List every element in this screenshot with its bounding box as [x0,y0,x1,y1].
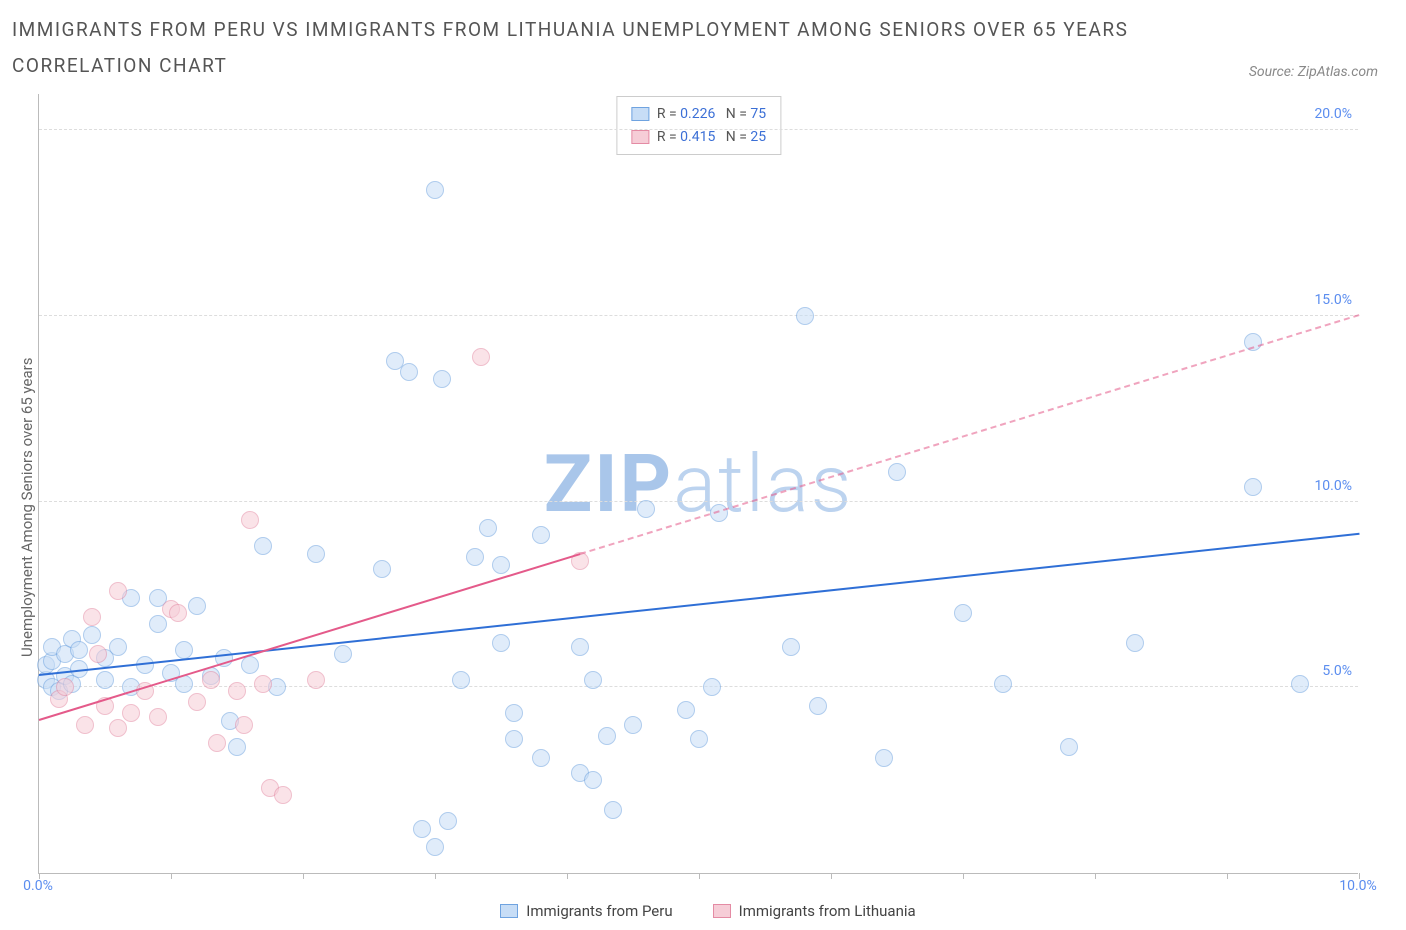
x-tick-label: 0.0% [23,878,53,894]
data-point-lithuania [307,671,325,689]
data-point-lithuania [202,671,220,689]
data-point-lithuania [89,645,107,663]
data-point-peru [175,641,193,659]
data-point-peru [624,716,642,734]
data-point-peru [637,500,655,518]
x-axis-labels: 0.0%10.0% [38,874,1358,896]
data-point-peru [505,704,523,722]
data-point-lithuania [56,678,74,696]
data-point-peru [307,545,325,563]
data-point-lithuania [208,734,226,752]
data-point-peru [1060,738,1078,756]
gridline [39,501,1358,502]
data-point-peru [373,560,391,578]
data-point-lithuania [76,716,94,734]
legend-stat-peru: R = 0.226 N = 75 [631,103,766,125]
gridline [39,129,1358,130]
data-point-peru [70,641,88,659]
data-point-lithuania [109,582,127,600]
trend-line-lithuania [580,314,1359,555]
data-point-peru [334,645,352,663]
data-point-peru [888,463,906,481]
legend-item-lithuania: Immigrants from Lithuania [713,902,916,920]
chart-container: Unemployment Among Seniors over 65 years… [12,94,1378,920]
data-point-peru [149,615,167,633]
data-point-lithuania [122,704,140,722]
data-point-peru [426,838,444,856]
data-point-lithuania [235,716,253,734]
data-point-lithuania [254,675,272,693]
data-point-peru [400,363,418,381]
data-point-peru [228,738,246,756]
data-point-peru [532,749,550,767]
data-point-peru [479,519,497,537]
data-point-peru [584,671,602,689]
data-point-peru [254,537,272,555]
data-point-peru [413,820,431,838]
y-tick-label: 20.0% [1314,106,1352,122]
data-point-peru [1244,478,1262,496]
data-point-peru [782,638,800,656]
data-point-lithuania [169,604,187,622]
trend-line-peru [39,533,1359,676]
data-point-peru [1126,634,1144,652]
data-point-peru [598,727,616,745]
source-attribution: Source: ZipAtlas.com [1249,64,1378,84]
scatter-plot: ZIPatlas R = 0.226 N = 75R = 0.415 N = 2… [38,94,1358,874]
data-point-peru [875,749,893,767]
data-point-peru [439,812,457,830]
data-point-peru [1291,675,1309,693]
data-point-lithuania [149,708,167,726]
data-point-peru [703,678,721,696]
data-point-peru [188,597,206,615]
x-tick-label: 10.0% [1339,878,1377,894]
data-point-lithuania [274,786,292,804]
data-point-peru [83,626,101,644]
data-point-peru [466,548,484,566]
data-point-peru [994,675,1012,693]
data-point-peru [426,181,444,199]
chart-title: IMMIGRANTS FROM PERU VS IMMIGRANTS FROM … [12,12,1172,84]
data-point-peru [604,801,622,819]
data-point-peru [505,730,523,748]
data-point-peru [796,307,814,325]
data-point-lithuania [188,693,206,711]
data-point-peru [809,697,827,715]
data-point-lithuania [228,682,246,700]
data-point-peru [433,370,451,388]
data-point-peru [109,638,127,656]
data-point-lithuania [241,511,259,529]
gridline [39,315,1358,316]
data-point-peru [452,671,470,689]
data-point-peru [584,771,602,789]
data-point-lithuania [109,719,127,737]
y-tick-label: 5.0% [1322,663,1352,679]
data-point-peru [492,634,510,652]
series-legend: Immigrants from Peru Immigrants from Lith… [38,902,1378,920]
y-tick-label: 15.0% [1314,292,1352,308]
data-point-peru [532,526,550,544]
data-point-peru [954,604,972,622]
y-tick-label: 10.0% [1314,478,1352,494]
data-point-peru [571,638,589,656]
data-point-lithuania [472,348,490,366]
data-point-peru [96,671,114,689]
data-point-peru [690,730,708,748]
y-axis-label: Unemployment Among Seniors over 65 years [12,94,38,920]
data-point-lithuania [83,608,101,626]
data-point-peru [492,556,510,574]
data-point-peru [677,701,695,719]
legend-item-peru: Immigrants from Peru [500,902,672,920]
data-point-peru [241,656,259,674]
correlation-legend: R = 0.226 N = 75R = 0.415 N = 25 [616,96,781,155]
